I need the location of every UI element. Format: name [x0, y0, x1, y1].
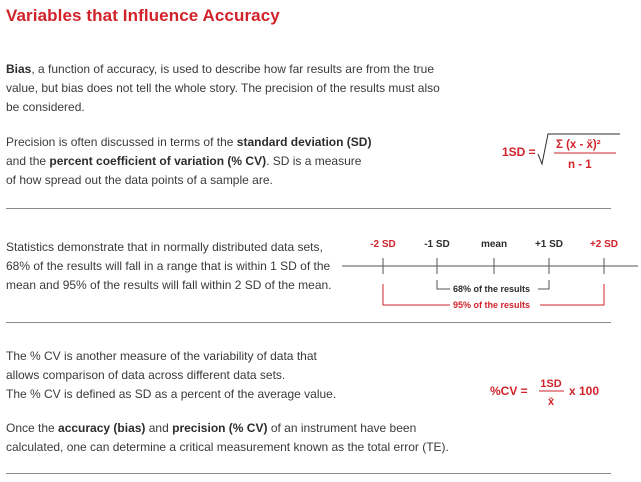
precision-line1: Precision is often discussed in terms of… [6, 135, 237, 149]
accuracy-term: accuracy (bias) [58, 421, 146, 435]
label-minus-1sd: -1 SD [424, 239, 450, 250]
closing-line1-end: of an instrument have been [267, 421, 417, 435]
precision-term: precision (% CV) [172, 421, 268, 435]
divider-1 [6, 208, 611, 209]
stats-line3: mean and 95% of the results will fall wi… [6, 278, 332, 292]
closing-line2: calculated, one can determine a critical… [6, 440, 449, 454]
precision-line2: and the [6, 154, 50, 168]
range-95-label: 95% of the results [453, 300, 530, 310]
bracket-68-left [436, 280, 450, 290]
sd-formula: 1SD = Σ (x - x̄)² n - 1 [502, 133, 620, 171]
bracket-95-left [382, 284, 450, 306]
label-mean: mean [481, 239, 507, 250]
precision-line2-end: . SD is a measure [266, 154, 362, 168]
bias-line3: be considered. [6, 100, 85, 114]
bias-line1: , a function of accuracy, is used to des… [31, 62, 434, 76]
cv-formula-lhs: %CV = [490, 384, 528, 398]
bias-term: Bias [6, 62, 32, 76]
divider-3 [6, 473, 611, 474]
page-title: Variables that Influence Accuracy [6, 6, 280, 25]
sd-formula-denominator: n - 1 [568, 159, 592, 171]
sd-term: standard deviation (SD) [236, 135, 372, 149]
cv-line3: The % CV is defined as SD as a percent o… [6, 387, 337, 401]
distribution-diagram: -2 SD -1 SD mean +1 SD +2 SD 68% of the … [342, 239, 638, 310]
label-plus-2sd: +2 SD [590, 239, 618, 250]
closing-paragraph: Once the accuracy (bias) and precision (… [6, 419, 449, 457]
cv-line1: The % CV is another measure of the varia… [6, 349, 317, 363]
stats-paragraph: Statistics demonstrate that in normally … [6, 238, 332, 295]
precision-line3: of how spread out the data points of a s… [6, 173, 273, 187]
divider-2 [6, 322, 611, 323]
sd-formula-numerator: Σ (x - x̄)² [556, 139, 601, 151]
bracket-95-right [540, 284, 605, 306]
label-plus-1sd: +1 SD [535, 239, 563, 250]
cv-formula-numerator: 1SD [540, 378, 561, 390]
closing-and: and [145, 421, 173, 435]
precision-paragraph: Precision is often discussed in terms of… [6, 133, 371, 190]
bias-line2: value, but bias does not tell the whole … [6, 81, 440, 95]
bracket-68-right [538, 280, 550, 290]
cv-paragraph: The % CV is another measure of the varia… [6, 347, 336, 404]
bias-paragraph: Bias, a function of accuracy, is used to… [6, 60, 440, 117]
cv-formula: %CV = 1SD x̄ x 100 [490, 378, 599, 408]
stats-line2: 68% of the results will fall in a range … [6, 259, 331, 273]
closing-line1: Once the [6, 421, 59, 435]
sd-formula-lhs: 1SD = [502, 145, 536, 159]
range-68-label: 68% of the results [453, 284, 530, 294]
cv-formula-denominator: x̄ [548, 396, 555, 408]
cv-formula-multiplier: x 100 [569, 384, 599, 398]
label-minus-2sd: -2 SD [370, 239, 396, 250]
cv-term: percent coefficient of variation (% CV) [49, 154, 267, 168]
radical-sign [537, 133, 620, 166]
cv-line2: allows comparison of data across differe… [6, 368, 286, 382]
stats-line1: Statistics demonstrate that in normally … [6, 240, 323, 254]
